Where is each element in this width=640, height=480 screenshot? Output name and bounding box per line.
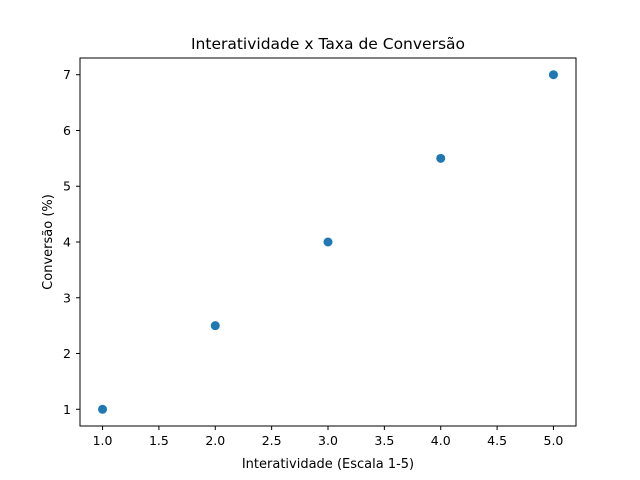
x-axis-ticks: 1.0 1.5 2.0 2.5 3.0 3.5 4.0 4.5 5.0 bbox=[93, 426, 564, 448]
scatter-point bbox=[323, 237, 333, 247]
y-tick-label: 7 bbox=[63, 67, 71, 82]
y-tick-label: 1 bbox=[63, 402, 71, 417]
x-tick-label: 2.0 bbox=[205, 433, 225, 448]
x-tick-label: 2.5 bbox=[262, 433, 282, 448]
x-tick-label: 1.0 bbox=[93, 433, 113, 448]
x-tick-label: 4.5 bbox=[487, 433, 507, 448]
y-axis-ticks: 1 2 3 4 5 6 7 bbox=[63, 67, 80, 417]
y-tick-label: 4 bbox=[63, 235, 71, 250]
x-tick-label: 5.0 bbox=[544, 433, 564, 448]
x-axis-label: Interatividade (Escala 1-5) bbox=[242, 457, 414, 472]
scatter-point bbox=[98, 404, 108, 414]
y-tick-label: 5 bbox=[63, 179, 71, 194]
y-tick-label: 2 bbox=[63, 346, 71, 361]
x-tick-label: 3.0 bbox=[318, 433, 338, 448]
y-tick-label: 3 bbox=[63, 290, 71, 305]
data-points bbox=[98, 70, 558, 414]
y-axis-label: Conversão (%) bbox=[41, 194, 56, 290]
scatter-point bbox=[210, 321, 220, 331]
y-tick-label: 6 bbox=[63, 123, 71, 138]
plot-area: 1.0 1.5 2.0 2.5 3.0 3.5 4.0 4.5 5.0 1 2 3 4 5 6 7 bbox=[63, 57, 577, 448]
x-tick-label: 1.5 bbox=[149, 433, 169, 448]
scatter-point bbox=[548, 70, 558, 80]
scatter-point bbox=[436, 153, 446, 163]
x-tick-label: 4.0 bbox=[431, 433, 451, 448]
x-tick-label: 3.5 bbox=[374, 433, 394, 448]
chart-title: Interatividade x Taxa de Conversão bbox=[191, 35, 465, 53]
